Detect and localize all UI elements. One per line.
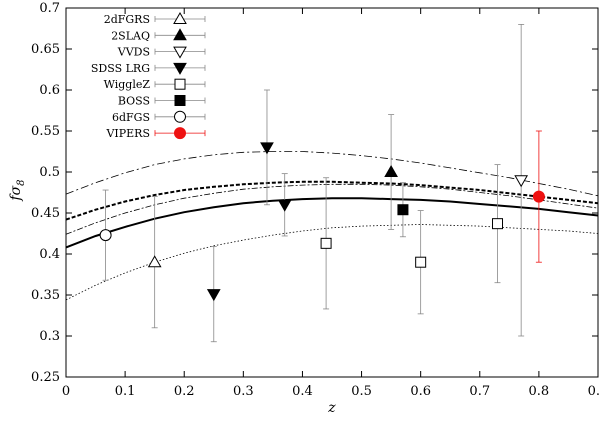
y-tick-label: 0.35 <box>31 288 60 303</box>
legend-label: SDSS LRG <box>91 62 150 75</box>
y-tick-label: 0.45 <box>31 206 60 221</box>
legend-marker-6dfgs <box>174 110 186 123</box>
legend-label: VVDS <box>117 46 150 59</box>
y-tick-label: 0.65 <box>31 42 60 57</box>
curve-dotted <box>65 224 599 301</box>
y-axis-label-base: fσ <box>8 185 24 201</box>
legend-label: 6dFGS <box>112 111 150 124</box>
y-tick-label: 0.25 <box>31 370 60 385</box>
x-tick-label: 0.6 <box>410 384 431 399</box>
legend-marker-2slaq <box>173 28 187 41</box>
legend-label: VIPERS <box>105 127 150 140</box>
wigglez-point <box>320 237 332 249</box>
curve-dashdot-upper <box>65 151 599 197</box>
curve-dashdot-middle <box>65 183 599 235</box>
y-tick-label: 0.7 <box>39 1 60 16</box>
y-tick-label: 0.3 <box>39 329 60 344</box>
x-axis-label: z <box>327 400 336 416</box>
2slaq-point <box>384 164 398 177</box>
x-tick-label: 0.9 <box>588 384 600 399</box>
wigglez-point <box>415 256 427 268</box>
x-tick-label: 0.5 <box>351 384 372 399</box>
x-tick-label: 0.7 <box>469 384 490 399</box>
y-tick-label: 0.6 <box>39 83 60 98</box>
sdss-lrg-point <box>277 199 292 212</box>
axis-ticks: 0 0.1 0.2 0.3 0.4 0.5 0.6 0.7 0.8 0.9 0.25 0.3 0.35 0… <box>31 1 600 399</box>
curve-solid-thick <box>65 197 599 249</box>
legend-marker-sdss-lrg <box>173 62 187 75</box>
legend: 2dFGRS 2SLAQ VVDS SDSS LRG WiggleZ BOSS 6dFGS V… <box>91 11 206 140</box>
plot-frame <box>65 7 599 378</box>
legend-marker-boss <box>174 95 186 106</box>
legend-label: WiggleZ <box>104 78 151 91</box>
2dfgrs-point <box>147 255 162 268</box>
legend-marker-vvds <box>173 46 187 59</box>
x-tick-label: 0.1 <box>115 384 136 399</box>
legend-label: 2SLAQ <box>111 29 150 42</box>
sdss-lrg-point <box>260 142 274 155</box>
x-tick-label: 0 <box>62 384 70 399</box>
y-tick-label: 0.55 <box>31 124 60 139</box>
curve-dashed-thick <box>65 180 599 221</box>
legend-marker-wigglez <box>174 78 186 90</box>
legend-marker-vipers <box>174 127 186 140</box>
vipers-point <box>532 190 545 203</box>
legend-marker-2dfgrs <box>173 11 187 24</box>
y-tick-label: 0.5 <box>39 165 60 180</box>
boss-point <box>397 204 409 216</box>
vvds-point <box>514 175 529 188</box>
x-tick-label: 0.2 <box>174 384 195 399</box>
legend-label: 2dFGRS <box>104 13 150 26</box>
x-tick-label: 0.4 <box>292 384 313 399</box>
y-tick-label: 0.4 <box>39 247 60 262</box>
y-axis-label-sub: 8 <box>16 179 27 185</box>
model-curves <box>65 151 599 301</box>
legend-label: BOSS <box>118 95 150 108</box>
x-tick-label: 0.8 <box>529 384 550 399</box>
x-tick-label: 0.3 <box>233 384 254 399</box>
data-points <box>99 23 545 343</box>
6dfgs-point <box>99 229 112 242</box>
wigglez-point <box>492 218 504 230</box>
sdss-lrg-point <box>206 289 221 302</box>
y-axis-label: fσ8 <box>8 179 27 201</box>
